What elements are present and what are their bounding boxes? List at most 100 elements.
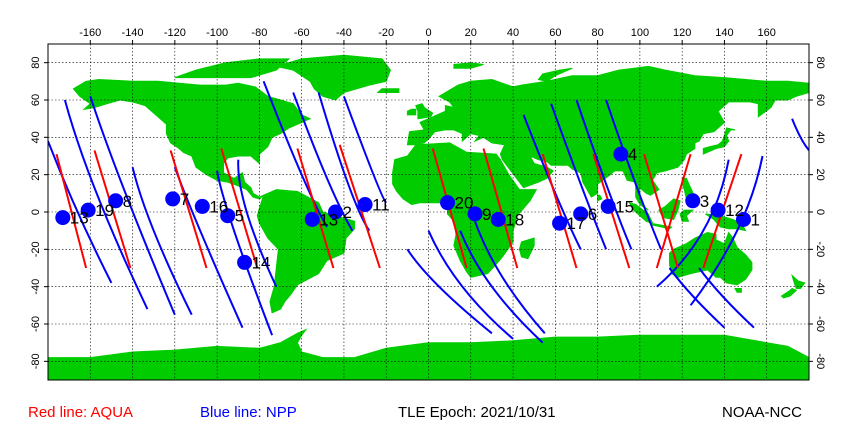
satellite-marker-label: 16: [209, 197, 228, 216]
lat-tick-label-right: -40: [814, 279, 826, 295]
lat-tick-label-right: 20: [814, 169, 826, 181]
satellite-marker: [327, 204, 343, 220]
satellite-marker-label: 14: [252, 253, 271, 272]
npp-track: [48, 140, 113, 284]
aqua-legend: Red line: AQUA: [28, 404, 134, 421]
satellite-marker-label: 15: [615, 197, 634, 216]
satellite-marker: [735, 211, 751, 227]
lon-tick-label: -40: [336, 27, 352, 39]
npp-track: [575, 99, 633, 250]
satellite-marker: [600, 198, 616, 214]
satellite-marker-label: 13: [319, 210, 338, 229]
aqua-track: [541, 153, 578, 269]
lat-tick-label-left: -40: [30, 279, 42, 295]
satellite-marker-label: 9: [482, 205, 491, 224]
land-shape: [705, 213, 747, 232]
satellite-marker: [237, 254, 253, 270]
satellite-marker: [304, 211, 320, 227]
satellite-marker: [552, 215, 568, 231]
lon-tick-label: -120: [164, 27, 186, 39]
npp-track: [89, 95, 176, 316]
land-shape: [392, 142, 538, 278]
aqua-track: [643, 153, 679, 269]
satellite-marker-label: 4: [628, 145, 637, 164]
lon-tick-label: 80: [591, 27, 603, 39]
lon-tick-label: 120: [673, 27, 691, 39]
lon-tick-label: -100: [206, 27, 228, 39]
satellite-marker: [710, 202, 726, 218]
npp-track: [550, 103, 608, 250]
land-shape: [453, 62, 484, 69]
npp-track: [474, 220, 546, 334]
satellite-marker-label: 12: [725, 201, 744, 220]
npp-track: [605, 99, 662, 250]
satellite-marker: [440, 195, 456, 211]
land-shape: [174, 58, 291, 79]
npp-track: [459, 230, 544, 344]
land-shape: [276, 54, 391, 101]
lat-tick-label-left: -80: [30, 353, 42, 369]
satellite-marker: [490, 211, 506, 227]
lat-tick-label-right: 80: [814, 57, 826, 69]
satellite-marker: [55, 210, 71, 226]
npp-track: [406, 248, 493, 335]
npp-track: [656, 159, 730, 288]
land-shape: [518, 237, 535, 260]
satellite-marker-label: 1: [750, 210, 759, 229]
satellite-marker-label: 11: [372, 196, 390, 215]
lon-tick-label: -160: [79, 27, 101, 39]
lat-tick-label-right: -60: [814, 316, 826, 332]
npp-track: [237, 159, 278, 288]
satellite-marker-label: 20: [455, 194, 474, 213]
lat-tick-label-left: 80: [30, 57, 42, 69]
aqua-track: [655, 153, 692, 269]
lon-tick-label: 20: [465, 27, 477, 39]
land-shape: [406, 108, 417, 116]
satellite-marker-label: 7: [180, 190, 189, 209]
satellite-marker: [613, 146, 629, 162]
land-shape: [597, 194, 603, 202]
aqua-track: [296, 148, 335, 269]
satellite-marker: [220, 208, 236, 224]
lat-tick-label-right: -80: [814, 353, 826, 369]
land-shape: [376, 88, 400, 93]
land-shape: [791, 273, 806, 289]
satellite-marker: [80, 202, 96, 218]
npp-track: [262, 80, 328, 228]
satellite-marker: [467, 206, 483, 222]
land-shape: [734, 288, 742, 293]
satellite-marker-label: 2: [342, 203, 351, 222]
land-shape: [702, 127, 736, 155]
satellite-marker-label: 3: [700, 192, 709, 211]
npp-track: [63, 99, 149, 310]
satellite-marker-label: 8: [123, 192, 132, 211]
satellite-tracks: [48, 80, 809, 344]
lon-tick-label: -80: [251, 27, 267, 39]
tle-epoch: TLE Epoch: 2021/10/31: [398, 404, 556, 421]
source-credit: NOAA-NCC: [722, 404, 803, 421]
aqua-track: [482, 148, 519, 269]
satellite-marker: [573, 206, 589, 222]
lat-tick-label-left: -60: [30, 316, 42, 332]
aqua-track: [220, 148, 259, 269]
npp-track: [131, 166, 193, 316]
satellite-marker-label: 6: [588, 205, 597, 224]
npp-track: [698, 267, 755, 329]
satellite-marker-label: 17: [567, 214, 586, 233]
lat-tick-label-right: 60: [814, 94, 826, 106]
axis-ticks: -160 -140 -120 -100 -80 -60 -40 -20 0 20 40 60 80 100…: [30, 27, 826, 369]
npp-track: [791, 118, 809, 152]
aqua-track: [169, 150, 208, 269]
land-shape: [679, 209, 695, 222]
lat-tick-label-left: 60: [30, 94, 42, 106]
land-shape: [537, 67, 573, 82]
land-shape: [669, 231, 753, 286]
satellite-marker-label: 5: [235, 207, 244, 226]
lat-tick-label-right: -20: [814, 241, 826, 257]
satellite-marker: [165, 191, 181, 207]
satellite-marker-label: 18: [505, 210, 524, 229]
satellite-marker: [194, 198, 210, 214]
lon-tick-label: -140: [122, 27, 144, 39]
